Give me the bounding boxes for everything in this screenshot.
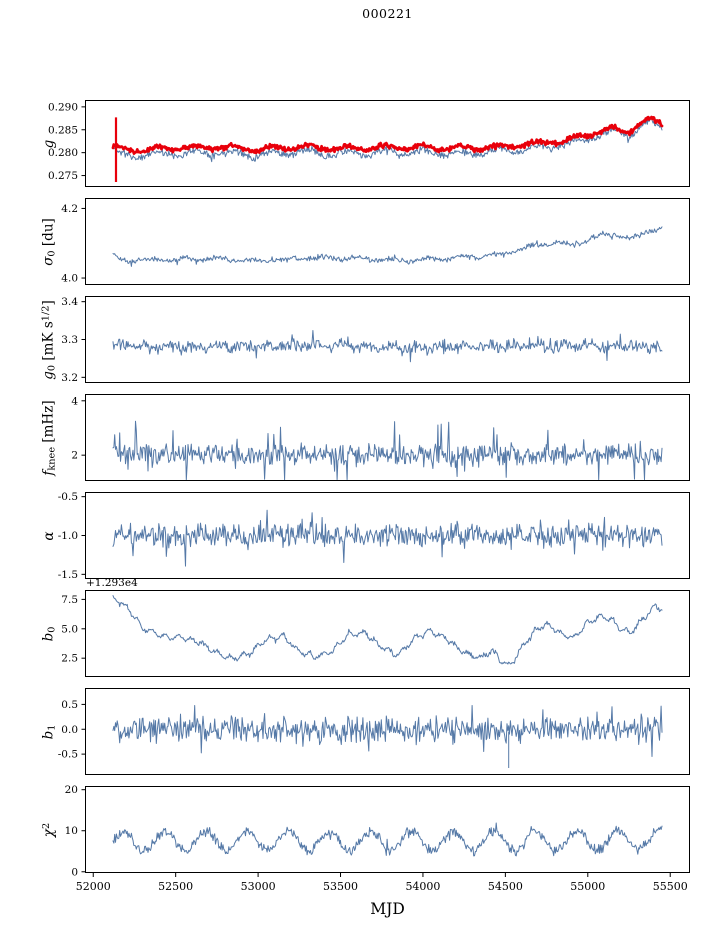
plot-chi2: 0 10 20 52000 52500 53000 53500 54000 54500 55000… [65,784,690,893]
x-tick-label: 52500 [158,880,193,893]
series-g0-line [112,330,663,363]
x-tick-label: 54500 [488,880,523,893]
y-axis-label-part: [mK s [40,320,57,365]
y-axis-label-part: b [40,632,57,641]
y-tick-label: -1.0 [58,530,78,542]
y-tick-label: 2 [71,450,78,462]
y-tick-label: 0.275 [48,170,78,182]
series-sigma0-line [112,226,663,267]
y-tick-label: 2.5 [61,653,78,665]
y-axis-label-part: α [41,530,57,541]
panel-b0: 2.5 5.0 7.5 [0,590,720,677]
y-axis-label-part: σ [40,256,57,266]
figure-title: 000221 [362,6,413,21]
y-axis-label-b0: b0 [40,626,57,641]
y-tick-label: 4 [71,395,78,407]
y-tick-label: 0.285 [48,124,78,136]
axes-frame [85,590,690,677]
y-axis-label-part: [du] [40,217,57,250]
y-axis-label-fknee: fknee [mHz] [40,400,57,475]
x-tick-label: 53000 [241,880,276,893]
axes-frame [85,394,690,481]
plot-g0: 3.2 3.3 3.4 [61,296,690,384]
plot-b0: 2.5 5.0 7.5 [61,590,690,677]
y-tick-label: 10 [65,825,78,837]
x-tick-label: 52000 [76,880,111,893]
series-g-red [111,115,664,155]
panel-b1: -0.5 0.0 0.5 [0,688,720,775]
y-axis-label-part: 1 [46,724,58,731]
x-tick-label: 55000 [570,880,605,893]
y-tick-label: 0.0 [61,724,78,736]
y-tick-label: 0.290 [48,101,78,113]
y-axis-label-part: b [40,730,57,739]
x-tick-label: 53500 [323,880,358,893]
series-chi2-line [112,822,663,857]
series-alpha-line [112,509,663,567]
panel-g0: 3.2 3.3 3.4 [0,296,720,384]
x-tick-label: 54000 [405,880,440,893]
axes-frame [85,296,690,383]
y-tick-label: 3.2 [61,372,78,384]
axis-offset-text: +1.293e4 [86,577,138,589]
y-axis-label-sigma0: σ0 [du] [40,218,57,266]
y-axis-label-part: g [40,370,57,380]
y-tick-label: 7.5 [61,594,78,606]
y-axis-label-g: g [41,139,57,148]
y-tick-label: 3.3 [61,334,78,346]
plot-b1: -0.5 0.0 0.5 [58,688,690,775]
plot-alpha: -1.5 -1.0 -0.5 [58,491,690,581]
y-axis-label-part: knee [46,446,58,471]
y-axis-label-part: g [41,139,57,148]
panel-sigma0: 4.0 4.2 [0,198,720,285]
series-b1-line [112,705,663,757]
x-axis-label: MJD [370,900,405,918]
series-b0-line [112,595,663,665]
plot-fknee: 24 [71,394,690,481]
x-tick-label: 55500 [653,880,688,893]
y-axis-label-alpha: α [41,531,57,540]
y-tick-label: 4.0 [61,273,78,285]
y-axis-label-g0: g0 [mK s1/2] [40,300,57,379]
axes-frame [85,492,690,579]
axes-frame [85,198,690,285]
plot-g: 0.275 0.280 0.285 0.290 [48,100,690,187]
y-axis-label-part: 2 [41,822,53,829]
y-axis-label-part: [mHz] [40,399,57,447]
y-axis-label-part: ] [40,299,57,306]
y-tick-label: 4.2 [61,203,78,215]
series-g-blue [112,116,663,163]
y-axis-label-part: 0 [46,626,58,633]
y-axis-label-part: 0 [46,364,58,371]
y-axis-label-part: f [40,470,57,476]
y-axis-label-part: χ [41,828,57,837]
y-tick-label: -1.5 [58,569,78,581]
y-tick-label: 3.4 [61,296,78,308]
y-tick-label: 0.280 [48,147,78,159]
panel-alpha: -1.5 -1.0 -0.5 [0,491,720,581]
y-tick-label: 0.5 [61,699,78,711]
axes-frame [85,786,690,873]
panel-chi2: 0 10 20 52000 52500 53000 53500 54000 54500 55000… [0,784,720,893]
panel-g: 0.275 0.280 0.285 0.290 [0,100,720,187]
y-axis-label-part: 0 [46,249,58,257]
y-axis-label-part: 1/2 [40,305,52,321]
axes-frame [85,688,690,775]
y-tick-label: -0.5 [58,749,78,761]
axes-frame [85,100,690,187]
y-tick-label: 0 [71,866,78,878]
y-tick-label: 20 [65,784,78,796]
series-fknee-line [112,420,663,481]
y-tick-label: -0.5 [58,491,78,503]
plot-sigma0: 4.0 4.2 [61,198,690,285]
y-tick-label: 5.0 [61,623,78,635]
y-axis-label-chi2: χ2 [41,822,57,836]
y-axis-label-b1: b1 [40,724,57,739]
